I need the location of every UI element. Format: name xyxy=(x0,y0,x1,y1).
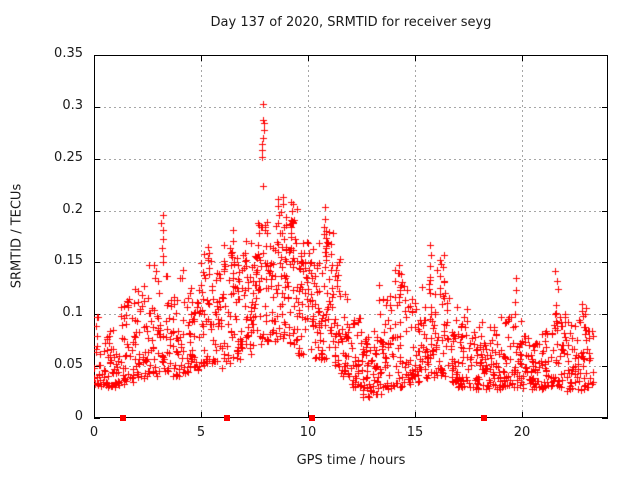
x-tick-label-15: 15 xyxy=(406,425,424,440)
x-axis-label: GPS time / hours xyxy=(296,453,406,468)
chart-title: Day 137 of 2020, SRMTID for receiver sey… xyxy=(210,15,492,30)
y-tick-right-0 xyxy=(602,418,608,419)
y-tick-label-0.2: 0.2 xyxy=(62,202,83,217)
y-tick-label-0.15: 0.15 xyxy=(54,253,83,268)
y-tick-label-0.25: 0.25 xyxy=(54,150,83,165)
y-tick-0 xyxy=(94,418,100,419)
axis-marker-square xyxy=(224,415,230,421)
y-axis-label: SRMTID / TECUs xyxy=(9,183,25,289)
x-tick-label-0: 0 xyxy=(89,425,99,440)
y-tick-label-0: 0 xyxy=(74,409,83,424)
scatter-points-canvas xyxy=(94,55,608,418)
y-tick-label-0.3: 0.3 xyxy=(62,98,83,113)
plot-area xyxy=(94,55,608,421)
x-tick-label-10: 10 xyxy=(299,425,317,440)
y-tick-label-0.35: 0.35 xyxy=(54,46,83,61)
x-tick-label-5: 5 xyxy=(196,425,206,440)
axis-marker-square xyxy=(481,415,487,421)
x-tick-label-20: 20 xyxy=(513,425,531,440)
axis-marker-square xyxy=(120,415,126,421)
axis-marker-square xyxy=(309,415,315,421)
y-tick-label-0.1: 0.1 xyxy=(62,305,83,320)
y-tick-label-0.05: 0.05 xyxy=(54,357,83,372)
